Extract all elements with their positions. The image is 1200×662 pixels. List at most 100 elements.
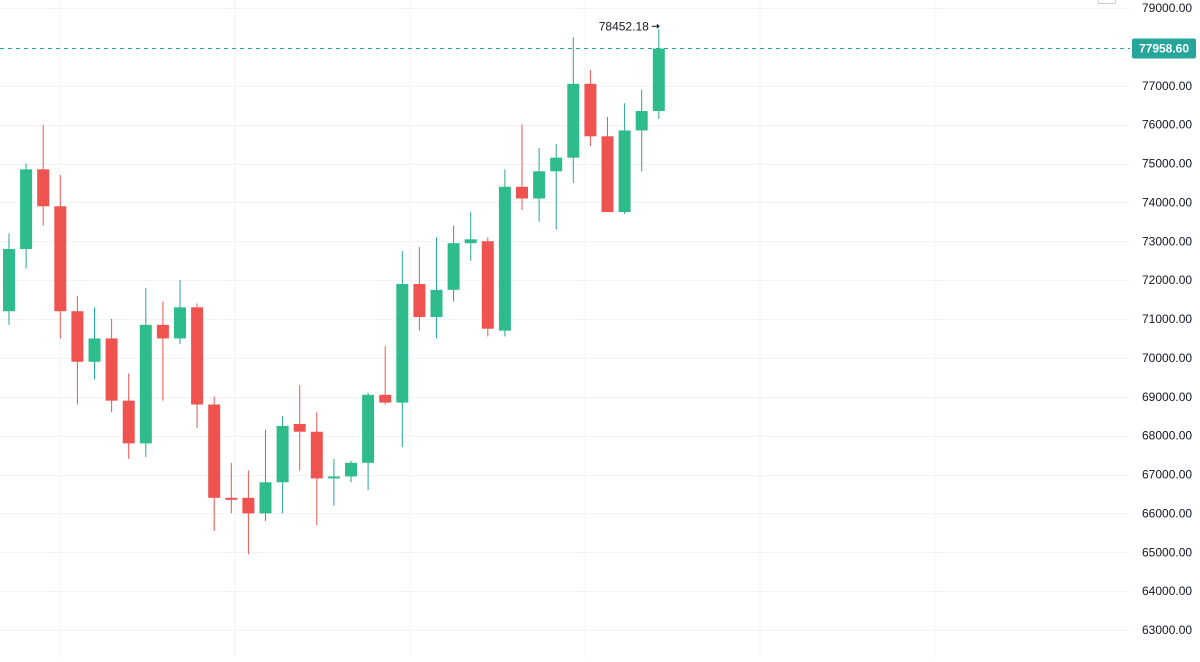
y-tick-label: 75000.00: [1142, 157, 1192, 171]
candle-body: [362, 394, 375, 463]
candle-body: [225, 497, 238, 500]
y-axis[interactable]: 79000.00 77000.00 76000.00 75000.00 74000.00…: [1132, 1, 1196, 637]
arrow-right-icon: [656, 23, 660, 29]
grid-layer: [0, 0, 1130, 657]
candle-body: [191, 307, 204, 405]
candle[interactable]: [413, 247, 426, 331]
candle[interactable]: [396, 250, 409, 448]
y-tick-label: 63000.00: [1142, 623, 1192, 637]
candle[interactable]: [516, 124, 528, 211]
candle[interactable]: [20, 163, 33, 269]
candle[interactable]: [122, 373, 135, 459]
candle-body: [37, 169, 50, 207]
candle-body: [242, 497, 255, 514]
candle-body: [54, 206, 67, 312]
y-tick-label: 74000.00: [1142, 195, 1192, 209]
candle[interactable]: [362, 392, 375, 491]
candle[interactable]: [310, 412, 323, 526]
candle[interactable]: [601, 116, 614, 213]
candle-body: [156, 324, 169, 339]
candle-body: [516, 186, 528, 199]
y-tick-label: 72000.00: [1142, 273, 1192, 287]
candle-body: [71, 311, 84, 362]
candle[interactable]: [447, 225, 460, 302]
candle[interactable]: [345, 460, 357, 483]
candle-body: [122, 400, 135, 444]
y-tick-label: 69000.00: [1142, 390, 1192, 404]
candle[interactable]: [635, 89, 648, 172]
candle[interactable]: [550, 144, 563, 230]
candle[interactable]: [584, 70, 597, 147]
candle[interactable]: [464, 212, 477, 261]
candle-body: [464, 239, 477, 244]
y-tick-label: 64000.00: [1142, 584, 1192, 598]
candle[interactable]: [88, 307, 101, 380]
candle[interactable]: [156, 301, 169, 401]
candle[interactable]: [293, 385, 306, 471]
candle-body: [259, 482, 272, 514]
candle[interactable]: [191, 303, 204, 428]
high-price-label: 78452.18: [599, 19, 649, 33]
last-price-tag-bg: [1132, 38, 1196, 59]
candle[interactable]: [379, 346, 392, 405]
candle-body: [139, 324, 152, 444]
y-tick-label: 65000.00: [1142, 545, 1192, 559]
candle[interactable]: [276, 416, 289, 514]
candle-body: [533, 171, 546, 199]
candle-body: [396, 284, 409, 403]
candle[interactable]: [567, 37, 580, 183]
candle-body: [276, 425, 289, 483]
candle-layer: [3, 29, 665, 555]
candle[interactable]: [498, 169, 511, 337]
y-tick-label: 76000.00: [1142, 118, 1192, 132]
candle-body: [652, 48, 665, 112]
candle[interactable]: [105, 319, 118, 413]
candle[interactable]: [37, 124, 50, 226]
candle[interactable]: [259, 429, 272, 522]
candle[interactable]: [481, 237, 494, 337]
y-tick-label: 77000.00: [1142, 79, 1192, 93]
candle[interactable]: [139, 287, 152, 458]
y-tick-label: 73000.00: [1142, 234, 1192, 248]
candle-body: [310, 431, 323, 479]
candle-body: [635, 111, 648, 131]
candle-body: [601, 136, 614, 213]
candle-body: [105, 338, 118, 401]
candle[interactable]: [242, 470, 255, 555]
candle-body: [327, 476, 340, 479]
candle[interactable]: [71, 295, 84, 405]
last-price-tag-label: 77958.60: [1139, 41, 1189, 55]
candle[interactable]: [533, 147, 546, 222]
candle-body: [584, 83, 597, 137]
candle-body: [567, 83, 580, 158]
candle-body: [208, 404, 221, 498]
candle[interactable]: [54, 175, 67, 339]
candle[interactable]: [3, 233, 15, 325]
candle[interactable]: [174, 280, 186, 345]
candle[interactable]: [618, 103, 631, 215]
y-tick-label: 71000.00: [1142, 312, 1192, 326]
candle-body: [293, 423, 306, 432]
candle-body: [345, 462, 357, 477]
candle-body: [174, 307, 186, 339]
candle-body: [88, 338, 101, 362]
candle[interactable]: [652, 29, 665, 119]
candle[interactable]: [327, 458, 340, 506]
candle[interactable]: [225, 462, 238, 514]
candle-body: [3, 249, 15, 312]
candle-body: [379, 394, 392, 403]
scale-settings-box[interactable]: [1098, 0, 1116, 4]
candle-body: [430, 289, 443, 318]
overlay-layer: 78452.18: [0, 19, 1130, 49]
candle-body: [413, 284, 426, 318]
y-tick-label: 79000.00: [1142, 1, 1192, 15]
candle-body: [447, 243, 460, 290]
candle[interactable]: [430, 237, 443, 339]
candle-body: [20, 169, 33, 250]
candle[interactable]: [208, 396, 221, 531]
y-tick-label: 70000.00: [1142, 351, 1192, 365]
candle-body: [481, 241, 494, 329]
candle-body: [498, 186, 511, 331]
